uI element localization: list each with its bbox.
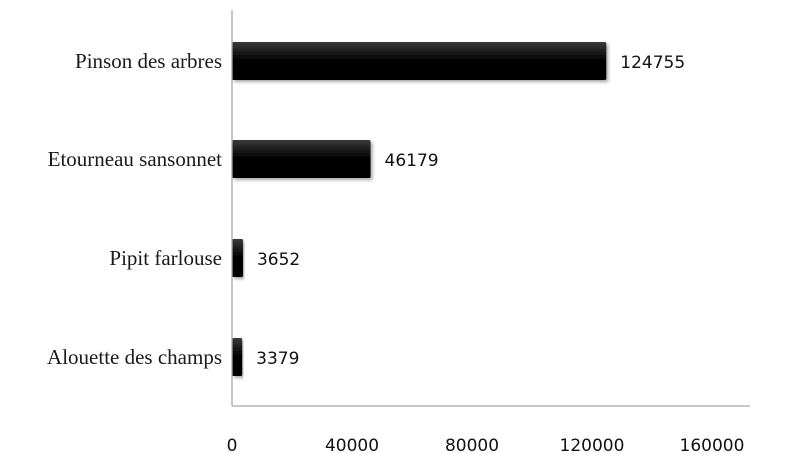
data-label-etourneau-sansonnet: 46179: [385, 151, 439, 171]
bars-layer: [232, 42, 607, 376]
axes-layer: [231, 10, 750, 407]
x-tick-label-160000: 160000: [680, 436, 745, 454]
category-label-pinson-des-arbres: Pinson des arbres: [75, 49, 222, 73]
x-tick-label-120000: 120000: [560, 436, 625, 454]
bar-alouette-des-champs: [232, 338, 243, 376]
bar-etourneau-sansonnet: [232, 140, 371, 178]
x-tick-label-40000: 40000: [325, 436, 379, 454]
labels-layer: Pinson des arbres 124755 Etourneau sansonn…: [47, 49, 744, 454]
category-label-alouette-des-champs: Alouette des champs: [47, 345, 222, 369]
x-tick-label-80000: 80000: [445, 436, 499, 454]
bar-pinson-des-arbres: [232, 42, 607, 80]
category-label-pipit-farlouse: Pipit farlouse: [109, 246, 222, 270]
x-tick-label-0: 0: [227, 436, 238, 454]
data-label-pinson-des-arbres: 124755: [620, 53, 685, 73]
data-label-alouette-des-champs: 3379: [256, 349, 299, 369]
category-label-etourneau-sansonnet: Etourneau sansonnet: [48, 147, 223, 171]
bar-pipit-farlouse: [232, 239, 243, 277]
data-label-pipit-farlouse: 3652: [257, 250, 300, 270]
